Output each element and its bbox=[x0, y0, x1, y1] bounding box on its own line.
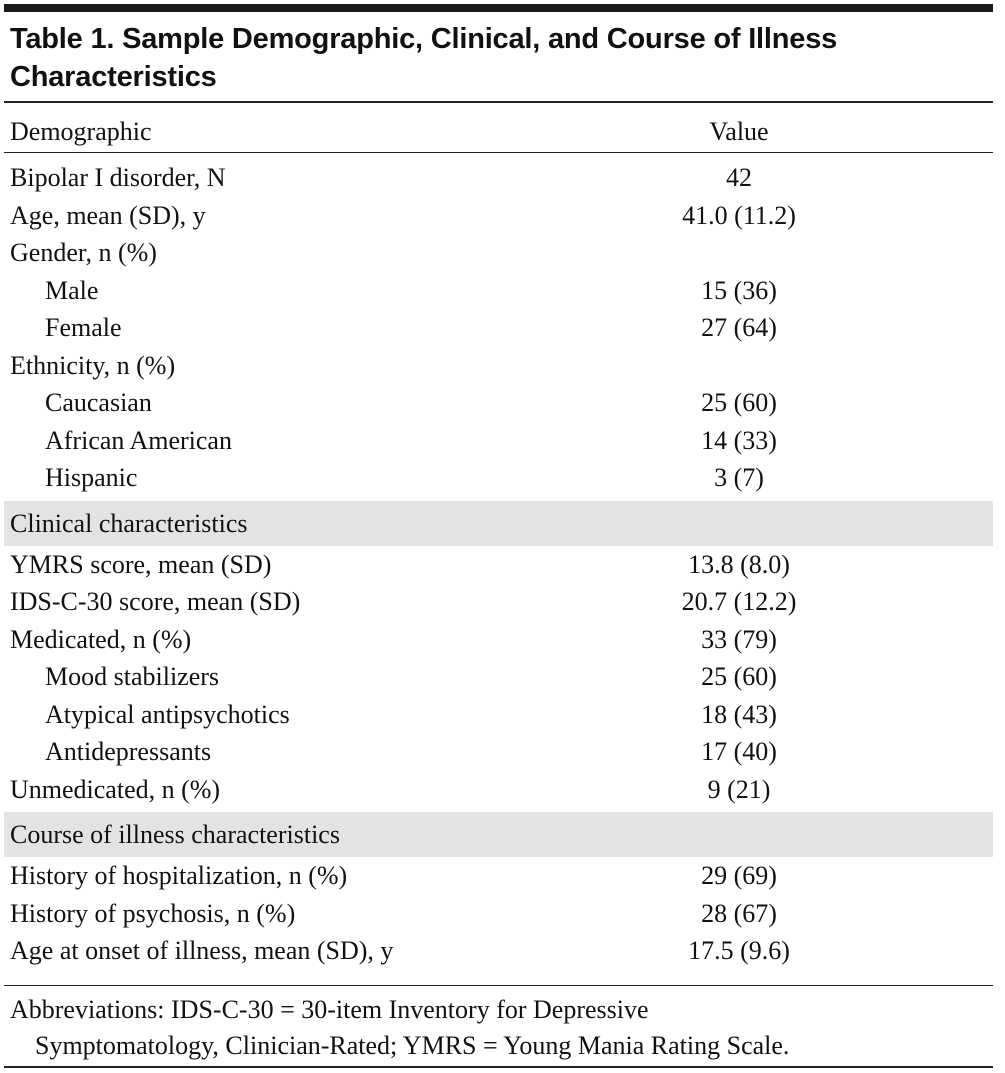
table-row: Age, mean (SD), y 41.0 (11.2) bbox=[4, 197, 993, 235]
column-header: Value bbox=[709, 117, 769, 146]
row-label: Gender, n (%) bbox=[10, 238, 157, 267]
footnote: Abbreviations: IDS-C-30 = 30-item Invent… bbox=[10, 992, 789, 1064]
row-value: 15 (36) bbox=[701, 275, 777, 305]
row-label: Caucasian bbox=[45, 388, 152, 417]
row-label: YMRS score, mean (SD) bbox=[10, 549, 272, 579]
table-row: History of psychosis, n (%) 28 (67) bbox=[4, 895, 993, 933]
table-row: Male 15 (36) bbox=[4, 272, 993, 310]
top-rule bbox=[4, 4, 993, 12]
row-label: History of psychosis, n (%) bbox=[10, 898, 296, 928]
table-title: Table 1. Sample Demographic, Clinical, a… bbox=[10, 23, 838, 93]
table-row: Atypical antipsychotics 18 (43) bbox=[4, 696, 993, 734]
row-value: 42 bbox=[726, 163, 752, 192]
table-row: Ethnicity, n (%) bbox=[4, 347, 993, 385]
row-value: 18 (43) bbox=[701, 699, 777, 729]
title-rule bbox=[4, 101, 993, 103]
table-row: African American 14 (33) bbox=[4, 422, 993, 460]
row-label: Unmedicated, n (%) bbox=[10, 774, 221, 804]
row-value: 27 (64) bbox=[701, 313, 777, 342]
row-label: Medicated, n (%) bbox=[10, 624, 192, 654]
row-label: African American bbox=[45, 425, 232, 455]
row-value: 9 (21) bbox=[707, 774, 771, 804]
table-row: Caucasian 25 (60) bbox=[4, 384, 993, 422]
table-row: Hispanic 3 (7) bbox=[4, 459, 993, 497]
table-row: History of hospitalization, n (%) 29 (69) bbox=[4, 857, 993, 895]
row-label: IDS-C-30 score, mean (SD) bbox=[10, 587, 301, 616]
bottom-rule bbox=[4, 1066, 993, 1068]
header-row: Demographic Value bbox=[4, 112, 993, 152]
row-label: Ethnicity, n (%) bbox=[10, 350, 176, 380]
row-value: 14 (33) bbox=[701, 425, 777, 455]
row-value: 13.8 (8.0) bbox=[688, 549, 790, 579]
column-header: Demographic bbox=[10, 117, 152, 146]
table-row: Bipolar I disorder, N 42 bbox=[4, 159, 993, 197]
section-heading: Clinical characteristics bbox=[4, 500, 993, 546]
row-value: 33 (79) bbox=[701, 624, 777, 654]
footnote-line: Abbreviations: IDS-C-30 = 30-item Invent… bbox=[10, 995, 649, 1024]
table-row: Antidepressants 17 (40) bbox=[4, 733, 993, 771]
table-row: YMRS score, mean (SD) 13.8 (8.0) bbox=[4, 546, 993, 584]
row-value: 17.5 (9.6) bbox=[688, 936, 790, 965]
table-row: Female 27 (64) bbox=[4, 309, 993, 347]
table-row: Medicated, n (%) 33 (79) bbox=[4, 621, 993, 659]
table-body: Demographic Value Bipolar I disorder, N 4… bbox=[4, 112, 993, 970]
row-label: Hispanic bbox=[45, 463, 138, 492]
row-value: 29 (69) bbox=[701, 861, 777, 890]
table-row: Gender, n (%) bbox=[4, 234, 993, 272]
row-label: Male bbox=[45, 275, 99, 305]
row-label: Female bbox=[45, 313, 122, 342]
section-heading: Course of illness characteristics bbox=[4, 812, 993, 857]
row-label: Age, mean (SD), y bbox=[10, 200, 206, 230]
row-value: 17 (40) bbox=[701, 737, 777, 766]
header-rule bbox=[4, 152, 993, 153]
footnote-line: Symptomatology, Clinician-Rated; YMRS = … bbox=[35, 1031, 790, 1060]
row-label: History of hospitalization, n (%) bbox=[10, 861, 348, 890]
table-row: Unmedicated, n (%) 9 (21) bbox=[4, 771, 993, 809]
row-label: Bipolar I disorder, N bbox=[10, 163, 226, 192]
table-row: Age at onset of illness, mean (SD), y 17.… bbox=[4, 932, 993, 970]
row-value: 28 (67) bbox=[701, 898, 777, 928]
row-value: 20.7 (12.2) bbox=[681, 587, 797, 616]
row-label: Atypical antipsychotics bbox=[45, 699, 290, 729]
row-value: 25 (60) bbox=[701, 662, 777, 691]
table-row: Mood stabilizers 25 (60) bbox=[4, 658, 993, 696]
row-label: Antidepressants bbox=[45, 737, 212, 766]
row-value: 3 (7) bbox=[714, 463, 764, 492]
row-label: Mood stabilizers bbox=[45, 662, 220, 691]
table-row: IDS-C-30 score, mean (SD) 20.7 (12.2) bbox=[4, 583, 993, 621]
row-value: 25 (60) bbox=[701, 388, 777, 417]
row-value: 41.0 (11.2) bbox=[682, 200, 796, 230]
body-rule bbox=[4, 985, 993, 986]
row-label: Age at onset of illness, mean (SD), y bbox=[10, 936, 394, 965]
